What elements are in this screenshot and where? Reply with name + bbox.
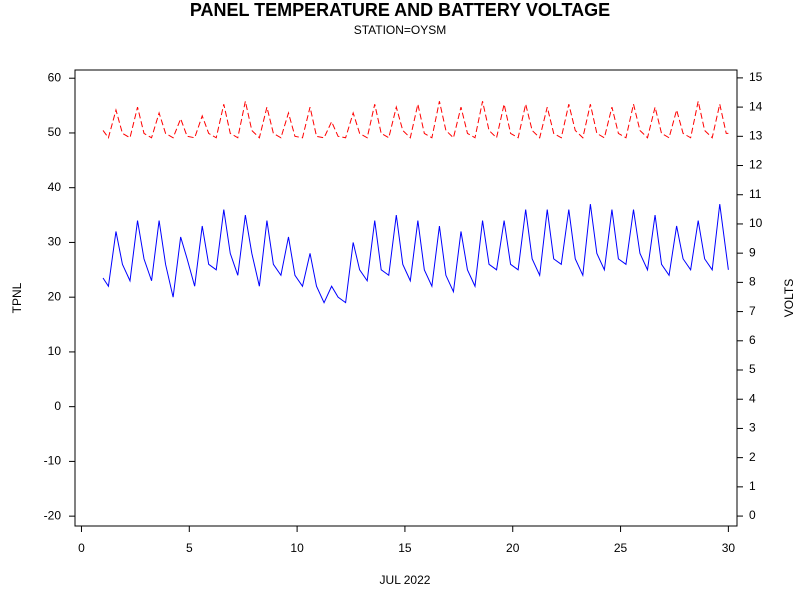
y-tick-label: 50 bbox=[48, 125, 62, 139]
series-line bbox=[102, 204, 729, 304]
y2-tick-label: 6 bbox=[749, 333, 756, 347]
y2-tick-label: 5 bbox=[749, 362, 756, 376]
y2-tick-label: 15 bbox=[749, 70, 763, 84]
plot-frame bbox=[74, 69, 738, 527]
y2-tick-label: 9 bbox=[749, 245, 756, 259]
y2-tick-label: 12 bbox=[749, 158, 763, 172]
chart-title: PANEL TEMPERATURE AND BATTERY VOLTAGE bbox=[190, 0, 610, 20]
chart-subtitle: STATION=OYSM bbox=[354, 23, 447, 37]
x-tick-label: 10 bbox=[290, 541, 304, 555]
y2-tick-label: 11 bbox=[749, 187, 762, 201]
y2-tick-label: 13 bbox=[749, 128, 763, 142]
x-tick-label: 15 bbox=[398, 541, 412, 555]
y2-tick-label: 10 bbox=[749, 216, 763, 230]
y-tick-label: -10 bbox=[44, 454, 62, 468]
y2-tick-label: 14 bbox=[749, 99, 763, 113]
x-tick-label: 0 bbox=[78, 541, 85, 555]
y-tick-label: -20 bbox=[44, 508, 62, 522]
x-tick-label: 5 bbox=[186, 541, 193, 555]
y-tick-label: 20 bbox=[48, 289, 62, 303]
y-tick-label: 40 bbox=[48, 180, 62, 194]
y-tick-label: 60 bbox=[48, 70, 62, 84]
y-tick-label: 30 bbox=[48, 235, 62, 249]
y-tick-label: 10 bbox=[48, 344, 62, 358]
x-tick-label: 30 bbox=[722, 541, 736, 555]
y2-axis-label: VOLTS bbox=[782, 279, 796, 317]
y2-tick-label: 0 bbox=[749, 508, 756, 522]
y-axis-label: TPNL bbox=[10, 282, 24, 313]
y2-tick-label: 8 bbox=[749, 275, 756, 289]
series-line bbox=[102, 101, 729, 139]
y2-tick-label: 3 bbox=[749, 421, 756, 435]
x-axis-label: JUL 2022 bbox=[380, 573, 431, 587]
x-tick-label: 20 bbox=[506, 541, 520, 555]
y2-tick-label: 7 bbox=[749, 304, 756, 318]
y2-tick-label: 4 bbox=[749, 391, 756, 405]
y-tick-label: 0 bbox=[54, 399, 61, 413]
x-tick-label: 25 bbox=[614, 541, 628, 555]
y2-tick-label: 2 bbox=[749, 450, 756, 464]
y2-tick-label: 1 bbox=[749, 479, 756, 493]
